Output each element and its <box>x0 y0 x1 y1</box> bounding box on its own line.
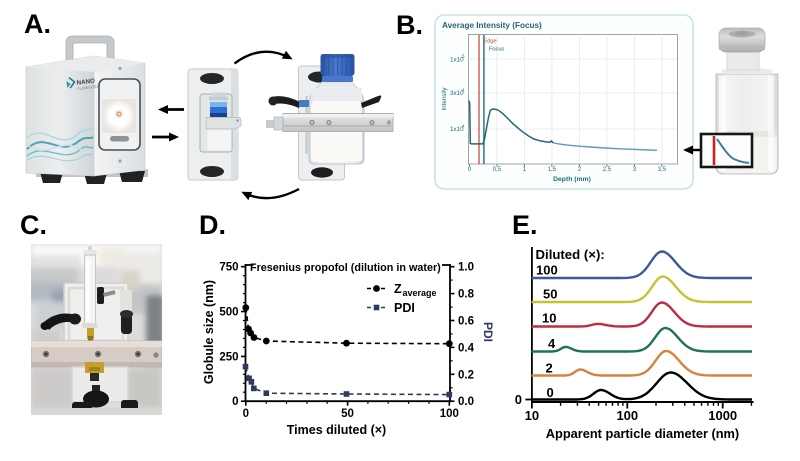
svg-text:10: 10 <box>542 311 556 326</box>
svg-text:0: 0 <box>547 385 554 400</box>
svg-text:0.8: 0.8 <box>458 289 475 301</box>
svg-text:0: 0 <box>232 396 238 408</box>
svg-text:0: 0 <box>243 408 249 420</box>
svg-text:1,5: 1,5 <box>548 167 557 173</box>
svg-text:500: 500 <box>219 307 238 319</box>
svg-text:4: 4 <box>462 124 465 129</box>
svg-text:0: 0 <box>515 392 522 407</box>
svg-text:C.: C. <box>20 210 47 240</box>
svg-text:50: 50 <box>341 408 354 420</box>
svg-text:0,5: 0,5 <box>493 167 502 173</box>
svg-text:0.0: 0.0 <box>458 396 474 408</box>
svg-text:PDI: PDI <box>394 301 415 315</box>
svg-text:4: 4 <box>462 88 465 93</box>
svg-text:Intensity: Intensity <box>441 87 448 111</box>
svg-text:average: average <box>403 288 437 298</box>
svg-text:PDI: PDI <box>481 322 495 342</box>
svg-text:Focus: Focus <box>489 47 504 53</box>
svg-text:Globule size (nm): Globule size (nm) <box>202 280 216 384</box>
svg-text:1: 1 <box>523 167 527 173</box>
svg-text:5: 5 <box>462 54 465 59</box>
svg-text:Fresenius propofol (dilution i: Fresenius propofol (dilution in water) <box>250 262 441 274</box>
svg-text:50: 50 <box>543 287 557 302</box>
svg-text:Apparent particle diameter (nm: Apparent particle diameter (nm) <box>546 426 739 441</box>
svg-text:0: 0 <box>468 167 472 173</box>
svg-text:4: 4 <box>548 336 556 351</box>
svg-text:3x10: 3x10 <box>450 90 464 97</box>
svg-text:FLOWSIZER: FLOWSIZER <box>77 84 100 91</box>
svg-text:E.: E. <box>512 210 538 240</box>
svg-text:3: 3 <box>633 167 637 173</box>
svg-text:2,5: 2,5 <box>603 167 612 173</box>
svg-text:1.0: 1.0 <box>458 262 474 274</box>
svg-text:100: 100 <box>616 408 638 423</box>
svg-text:NANO: NANO <box>76 78 95 87</box>
svg-text:1000: 1000 <box>708 408 737 423</box>
svg-text:B.: B. <box>396 10 423 40</box>
svg-text:3,5: 3,5 <box>658 167 667 173</box>
svg-text:0.4: 0.4 <box>458 342 475 354</box>
svg-text:Z: Z <box>394 282 402 296</box>
svg-text:D.: D. <box>199 210 226 240</box>
svg-text:100: 100 <box>536 263 558 278</box>
svg-text:A.: A. <box>24 9 51 39</box>
svg-text:Times diluted (×): Times diluted (×) <box>287 423 386 437</box>
svg-text:250: 250 <box>219 351 238 363</box>
svg-text:750: 750 <box>219 262 238 274</box>
svg-text:2: 2 <box>546 361 553 376</box>
svg-text:Average Intensity (Focus): Average Intensity (Focus) <box>442 21 542 30</box>
svg-text:Diluted (×):: Diluted (×): <box>536 247 605 262</box>
svg-text:0.2: 0.2 <box>458 369 474 381</box>
svg-text:1x10: 1x10 <box>450 57 464 64</box>
svg-text:1x10: 1x10 <box>450 126 464 133</box>
svg-text:10: 10 <box>525 408 539 423</box>
svg-text:2: 2 <box>578 167 582 173</box>
svg-text:100: 100 <box>440 408 459 420</box>
svg-text:Edge: Edge <box>484 39 497 45</box>
svg-text:0.6: 0.6 <box>458 316 474 328</box>
svg-text:Depth (mm): Depth (mm) <box>553 176 591 183</box>
